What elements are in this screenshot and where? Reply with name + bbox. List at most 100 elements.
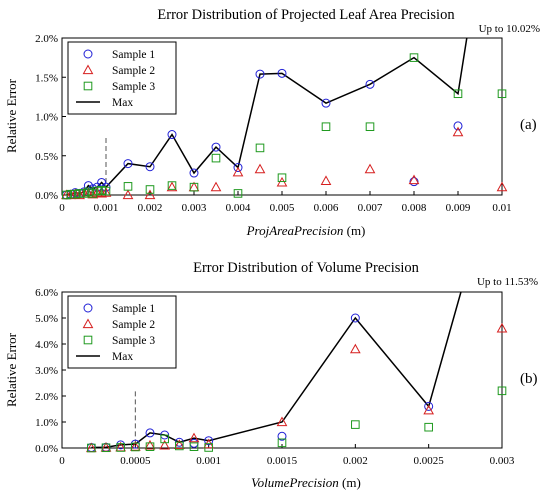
point-sample-2	[349, 343, 361, 354]
series-sample-3	[62, 53, 507, 200]
point-sample-1	[211, 142, 221, 152]
x-axis-variable: VolumePrecision	[251, 475, 339, 490]
point-sample-2	[188, 181, 200, 192]
x-tick-label: 0.001	[196, 455, 221, 467]
y-tick-label: 1.0%	[35, 112, 58, 124]
point-sample-1	[189, 168, 199, 178]
legend-label-sample-3: Sample 3	[112, 335, 155, 347]
legend: Sample 1 Sample 2 Sample 3 Max	[67, 41, 177, 115]
x-tick-label: 0.01	[492, 202, 511, 214]
point-sample-3	[97, 185, 106, 195]
chart-title: Error Distribution of Projected Leaf Are…	[157, 7, 455, 23]
point-sample-3	[116, 443, 125, 452]
point-sample-3	[88, 189, 98, 198]
x-axis-unit: (m)	[343, 223, 365, 238]
point-sample-2	[188, 432, 200, 443]
point-sample-2	[320, 175, 332, 185]
point-sample-2	[364, 163, 376, 174]
y-axis-label: Relative Error	[4, 332, 19, 407]
x-tick-label: 0.0015	[267, 455, 298, 467]
series-sample-2	[61, 126, 508, 200]
point-sample-3	[189, 182, 199, 192]
point-sample-3	[321, 122, 331, 132]
point-sample-3	[189, 442, 199, 451]
point-sample-1	[453, 121, 463, 131]
x-axis-label: VolumePrecision (m)	[251, 475, 361, 490]
legend-label-sample-1: Sample 1	[112, 303, 155, 315]
point-sample-3	[277, 173, 287, 183]
point-sample-1	[409, 177, 419, 187]
y-tick-label: 5.0%	[35, 313, 58, 325]
x-tick-label: 0.009	[446, 202, 471, 214]
point-sample-2	[452, 126, 464, 137]
series-sample-3	[87, 386, 507, 453]
point-sample-3	[123, 182, 133, 191]
point-sample-1	[167, 130, 177, 140]
x-tick-label: 0.003	[182, 202, 207, 214]
x-tick-label: 0.002	[138, 202, 163, 214]
point-sample-2	[122, 189, 134, 200]
y-tick-label: 2.0%	[35, 391, 58, 403]
y-tick-label: 0.0%	[35, 190, 58, 202]
legend-swatch-sample-1	[83, 49, 93, 59]
point-sample-3	[453, 89, 463, 99]
panel-tag: (a)	[520, 117, 537, 133]
point-sample-2	[210, 181, 222, 192]
point-sample-2	[100, 187, 112, 197]
point-sample-1	[204, 436, 214, 446]
point-sample-3	[255, 143, 265, 153]
point-sample-1	[123, 159, 133, 169]
point-sample-2	[166, 181, 178, 192]
point-sample-3	[409, 53, 419, 62]
point-sample-2	[144, 189, 156, 200]
legend-label-sample-2: Sample 2	[112, 65, 155, 77]
legend-swatch-sample-3	[83, 81, 93, 91]
point-sample-2	[408, 174, 420, 185]
series-layer	[61, 38, 508, 200]
point-sample-2	[173, 439, 185, 449]
legend-label-sample-3: Sample 3	[112, 81, 155, 93]
point-sample-3	[233, 189, 243, 198]
x-axis-unit: (m)	[339, 475, 361, 490]
point-sample-2	[254, 163, 266, 174]
x-tick-label: 0	[59, 202, 65, 214]
point-sample-3	[145, 185, 155, 194]
point-sample-1	[277, 431, 287, 441]
x-tick-label: 0.005	[270, 202, 295, 214]
point-sample-1	[321, 98, 331, 108]
point-sample-3	[211, 153, 221, 163]
point-sample-3	[79, 189, 89, 198]
point-sample-2	[144, 439, 156, 450]
y-tick-label: 0.0%	[35, 443, 58, 455]
point-sample-3	[351, 420, 360, 429]
point-sample-1	[233, 163, 243, 173]
point-sample-3	[365, 122, 375, 132]
point-sample-1	[365, 79, 375, 89]
point-sample-1	[424, 401, 434, 411]
x-tick-label: 0.003	[490, 455, 515, 467]
legend-swatch-sample-2	[82, 318, 94, 329]
y-tick-label: 3.0%	[35, 365, 58, 377]
point-sample-1	[145, 428, 155, 438]
y-axis-label: Relative Error	[4, 78, 19, 153]
point-sample-2	[232, 166, 244, 177]
point-sample-3	[66, 189, 76, 199]
point-sample-3	[277, 438, 287, 448]
legend-swatch-sample-2	[82, 64, 94, 75]
point-sample-1	[350, 313, 360, 323]
y-tick-label: 1.0%	[35, 417, 58, 429]
point-sample-2	[74, 189, 85, 200]
point-sample-2	[87, 188, 99, 199]
point-sample-3	[204, 443, 213, 452]
point-sample-3	[92, 186, 102, 196]
point-sample-3	[131, 442, 140, 452]
series-layer	[85, 292, 508, 453]
x-tick-label: 0.004	[226, 202, 251, 214]
legend-label-max: Max	[112, 97, 133, 109]
x-tick-label: 0.0005	[120, 455, 151, 467]
chart-title: Error Distribution of Volume Precision	[193, 260, 420, 276]
point-sample-3	[175, 441, 184, 451]
x-tick-label: 0	[59, 455, 65, 467]
y-tick-label: 4.0%	[35, 339, 58, 351]
